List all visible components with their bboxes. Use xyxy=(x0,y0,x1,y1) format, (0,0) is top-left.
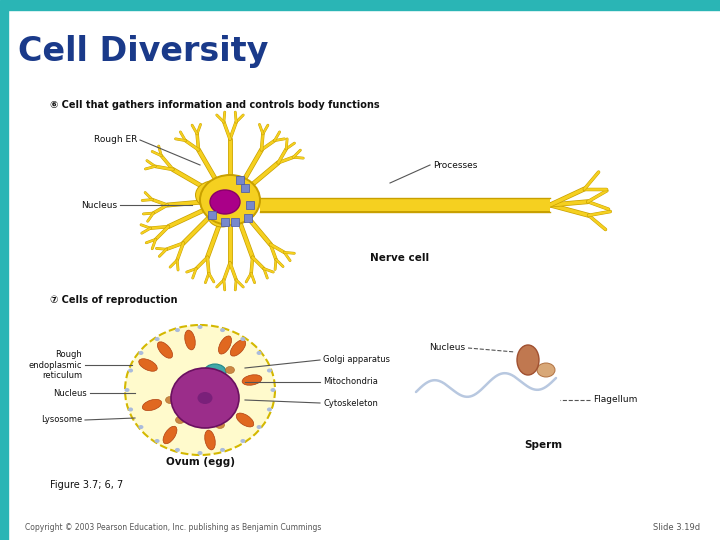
Text: Mitochondria: Mitochondria xyxy=(323,377,378,387)
Ellipse shape xyxy=(204,430,215,450)
Ellipse shape xyxy=(171,368,239,428)
Ellipse shape xyxy=(195,180,235,210)
Ellipse shape xyxy=(204,364,226,380)
Bar xyxy=(0,0,720,10)
Ellipse shape xyxy=(201,176,259,224)
Ellipse shape xyxy=(236,413,253,427)
Ellipse shape xyxy=(196,181,234,209)
Text: Nucleus: Nucleus xyxy=(53,388,87,397)
Text: Cell Diversity: Cell Diversity xyxy=(18,36,269,69)
Ellipse shape xyxy=(138,425,143,429)
Ellipse shape xyxy=(139,359,157,372)
Ellipse shape xyxy=(163,426,177,444)
Ellipse shape xyxy=(155,439,160,443)
Ellipse shape xyxy=(197,325,202,329)
Ellipse shape xyxy=(220,448,225,452)
Text: Nerve cell: Nerve cell xyxy=(370,253,430,263)
Ellipse shape xyxy=(207,202,237,227)
Text: Rough ER: Rough ER xyxy=(94,136,137,145)
Text: Flagellum: Flagellum xyxy=(593,395,637,404)
Ellipse shape xyxy=(128,368,133,373)
Text: Copyright © 2003 Pearson Education, Inc. publishing as Benjamin Cummings: Copyright © 2003 Pearson Education, Inc.… xyxy=(25,523,321,532)
Ellipse shape xyxy=(218,336,232,354)
Ellipse shape xyxy=(210,190,240,214)
Ellipse shape xyxy=(208,204,236,226)
Ellipse shape xyxy=(175,328,180,332)
Ellipse shape xyxy=(271,388,276,392)
Ellipse shape xyxy=(221,177,249,199)
Text: ⑦ Cells of reproduction: ⑦ Cells of reproduction xyxy=(50,295,178,305)
Ellipse shape xyxy=(267,368,272,373)
Ellipse shape xyxy=(125,388,130,392)
Ellipse shape xyxy=(256,351,261,355)
Bar xyxy=(0,10,8,540)
Ellipse shape xyxy=(537,363,555,377)
Ellipse shape xyxy=(175,448,180,452)
Ellipse shape xyxy=(158,342,173,358)
Ellipse shape xyxy=(215,422,225,429)
Text: Processes: Processes xyxy=(433,160,477,170)
Text: Golgi apparatus: Golgi apparatus xyxy=(323,355,390,364)
Ellipse shape xyxy=(222,194,258,222)
Ellipse shape xyxy=(138,351,143,355)
Text: Ovum (egg): Ovum (egg) xyxy=(166,457,235,467)
Ellipse shape xyxy=(240,337,246,341)
Ellipse shape xyxy=(201,176,259,224)
Ellipse shape xyxy=(223,195,256,221)
Text: Nucleus: Nucleus xyxy=(81,200,117,210)
Ellipse shape xyxy=(517,345,539,375)
Text: Figure 3.7; 6, 7: Figure 3.7; 6, 7 xyxy=(50,480,123,490)
Ellipse shape xyxy=(267,408,272,411)
Ellipse shape xyxy=(200,175,260,225)
Text: Sperm: Sperm xyxy=(524,440,562,450)
Ellipse shape xyxy=(197,392,212,404)
Ellipse shape xyxy=(166,396,174,403)
Ellipse shape xyxy=(242,375,262,385)
Ellipse shape xyxy=(225,367,235,374)
Ellipse shape xyxy=(176,416,184,423)
Ellipse shape xyxy=(185,330,195,350)
Text: Nucleus: Nucleus xyxy=(429,343,465,353)
Ellipse shape xyxy=(128,408,133,411)
Ellipse shape xyxy=(143,400,162,410)
Ellipse shape xyxy=(199,174,261,226)
Bar xyxy=(260,199,550,211)
Text: ⑥ Cell that gathers information and controls body functions: ⑥ Cell that gathers information and cont… xyxy=(50,100,379,110)
Bar xyxy=(260,198,550,212)
Ellipse shape xyxy=(220,176,250,200)
Text: Cytoskeleton: Cytoskeleton xyxy=(323,399,378,408)
Ellipse shape xyxy=(220,328,225,332)
Ellipse shape xyxy=(256,425,261,429)
Ellipse shape xyxy=(155,337,160,341)
Ellipse shape xyxy=(125,325,275,455)
Ellipse shape xyxy=(240,439,246,443)
Text: Slide 3.19d: Slide 3.19d xyxy=(653,523,700,532)
Ellipse shape xyxy=(230,340,246,356)
Text: Lysosome: Lysosome xyxy=(41,415,82,424)
Ellipse shape xyxy=(197,451,202,455)
Text: Rough
endoplasmic
reticulum: Rough endoplasmic reticulum xyxy=(29,350,82,380)
